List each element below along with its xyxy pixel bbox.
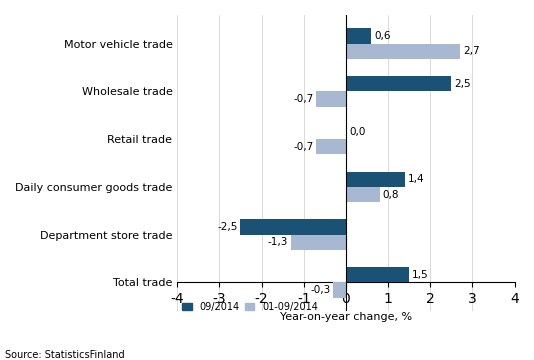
Text: 1,4: 1,4 [408, 174, 425, 184]
Bar [346, 44, 460, 59]
Text: -1,3: -1,3 [268, 237, 288, 247]
Text: 0,6: 0,6 [374, 31, 391, 41]
Text: Source: StatisticsFinland: Source: StatisticsFinland [5, 350, 125, 360]
Text: 0,0: 0,0 [349, 126, 365, 136]
Bar [346, 76, 451, 91]
Legend: 09/2014, 01-09/2014: 09/2014, 01-09/2014 [182, 302, 318, 312]
Bar [346, 187, 380, 202]
Bar [240, 219, 346, 235]
Text: -0,7: -0,7 [293, 94, 313, 104]
Bar [346, 172, 405, 187]
Text: 0,8: 0,8 [383, 189, 399, 199]
Text: -0,7: -0,7 [293, 142, 313, 152]
Bar [291, 235, 346, 250]
Text: -0,3: -0,3 [310, 285, 331, 295]
Text: 1,5: 1,5 [412, 270, 429, 280]
Text: 2,7: 2,7 [463, 46, 480, 57]
Bar [317, 139, 346, 154]
Bar [346, 267, 409, 282]
Text: 2,5: 2,5 [454, 79, 471, 89]
Bar [346, 28, 371, 44]
X-axis label: Year-on-year change, %: Year-on-year change, % [280, 311, 412, 321]
Bar [333, 282, 346, 298]
Text: -2,5: -2,5 [217, 222, 238, 232]
Bar [317, 91, 346, 107]
